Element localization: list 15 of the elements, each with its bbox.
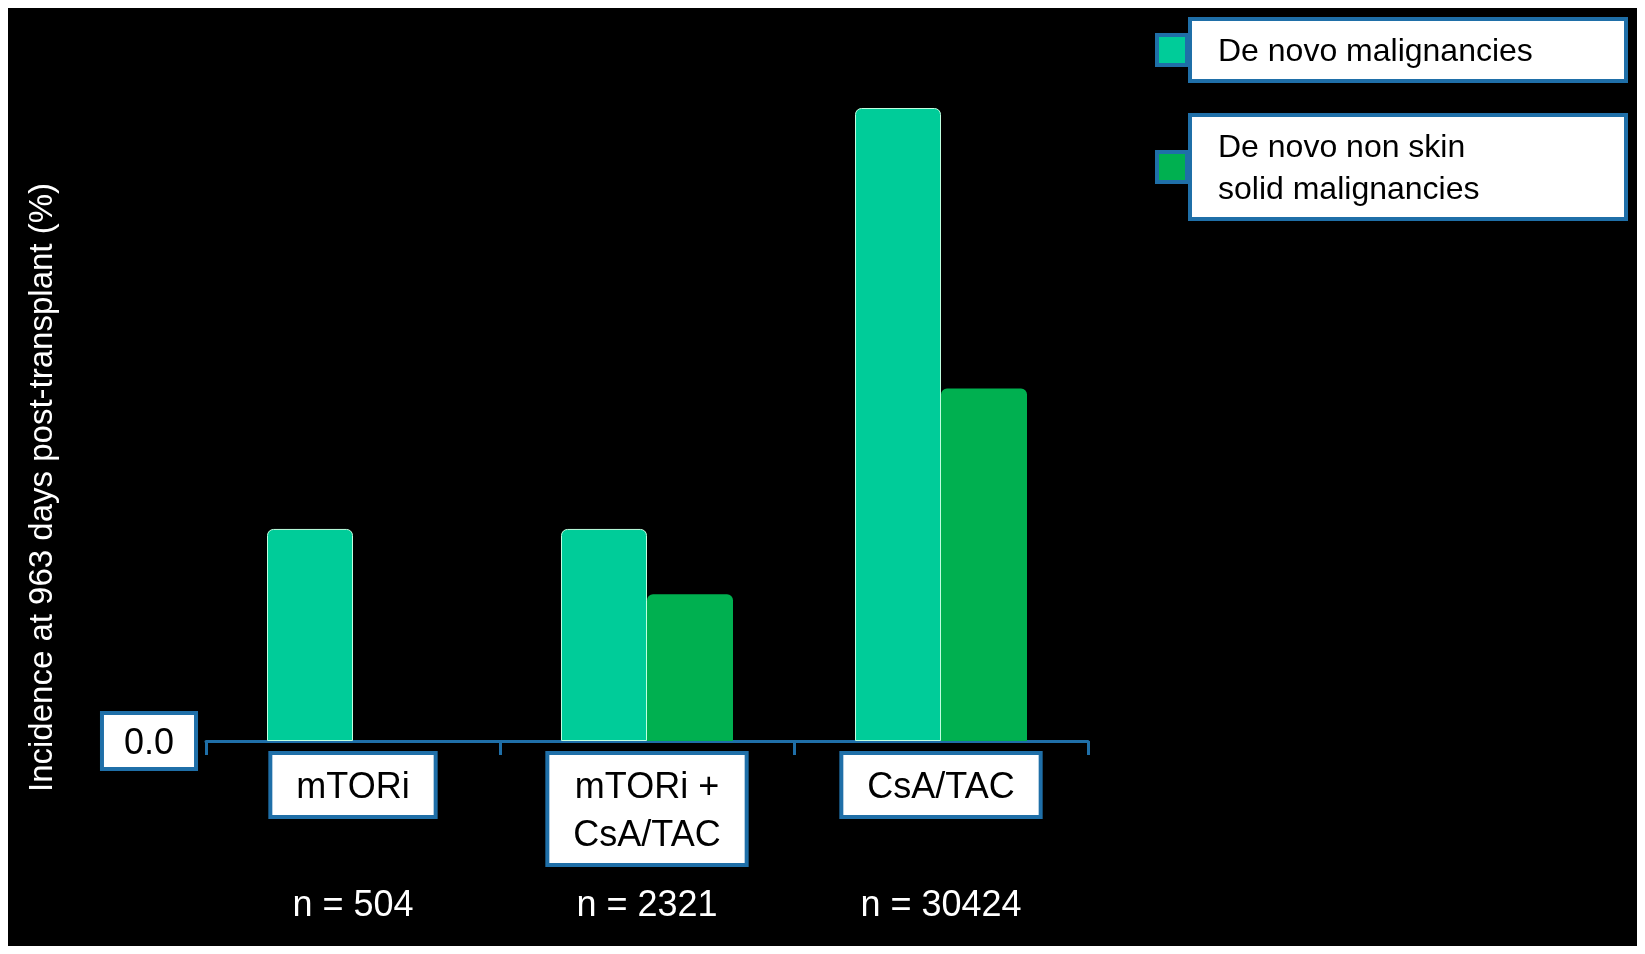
bar bbox=[647, 594, 733, 741]
bar bbox=[267, 528, 353, 741]
x-tick-label: mTORi bbox=[296, 764, 410, 806]
x-tick-label: CsA/TAC bbox=[867, 764, 1015, 806]
text: n = 30424 bbox=[860, 882, 1022, 924]
text: n = 504 bbox=[292, 882, 414, 924]
x-tick-label: mTORi + CsA/TAC bbox=[573, 764, 721, 854]
bar bbox=[855, 108, 941, 741]
bar bbox=[941, 388, 1027, 741]
text: n = 2321 bbox=[576, 882, 718, 924]
y-axis-title: Incidence at 963 days post-transplant (%) bbox=[21, 182, 59, 793]
legend-label: De novo non skin solid malignancies bbox=[1218, 128, 1480, 206]
bar bbox=[561, 528, 647, 741]
legend-label: De novo malignancies bbox=[1218, 32, 1533, 68]
text: 0.0 bbox=[123, 720, 175, 762]
